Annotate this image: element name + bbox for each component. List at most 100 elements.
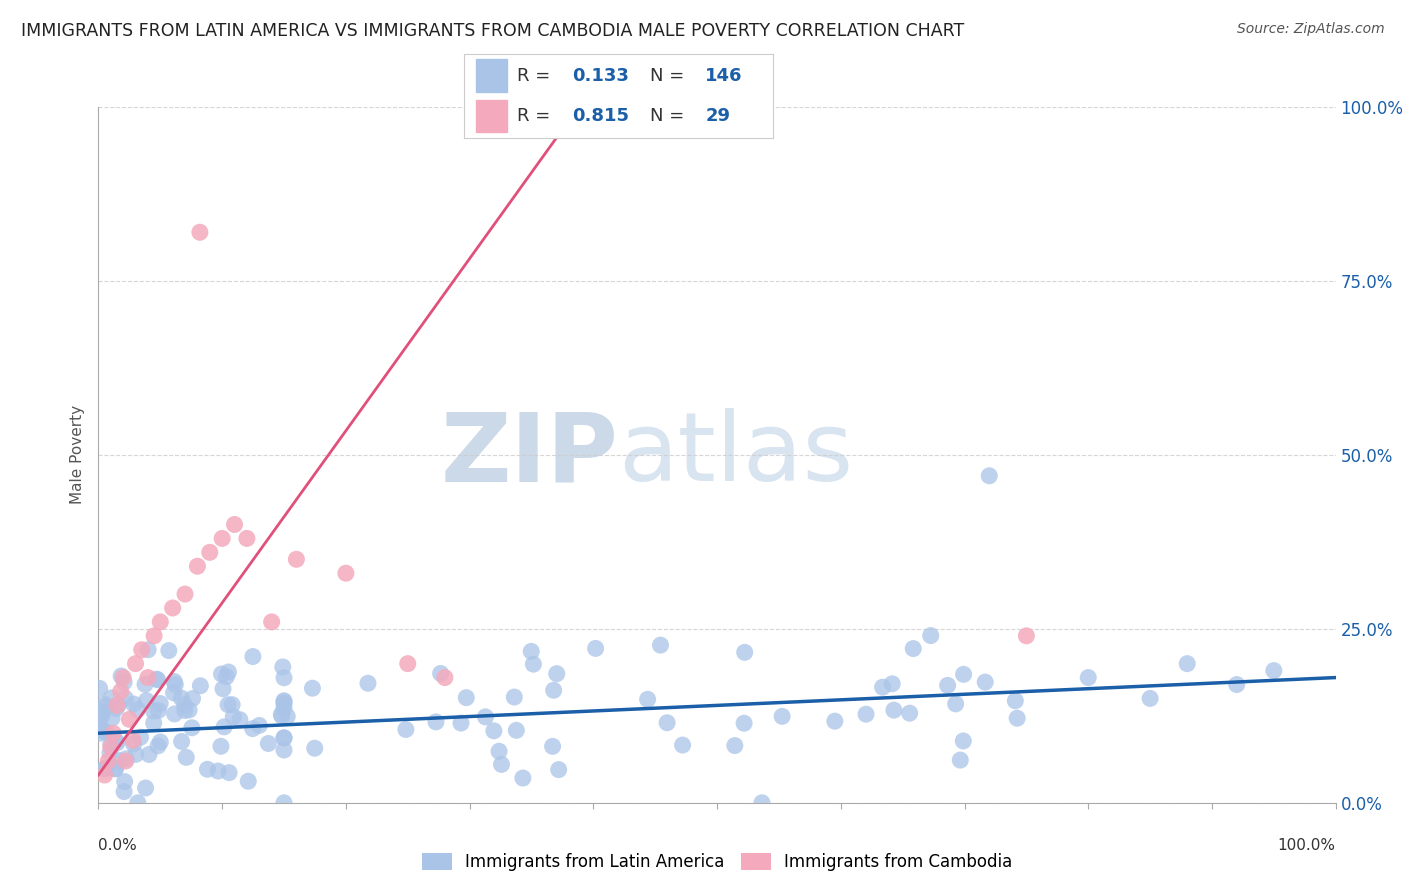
Point bbox=[217, 698, 239, 712]
Point bbox=[212, 681, 235, 696]
Point bbox=[488, 744, 510, 758]
Point bbox=[173, 698, 195, 712]
Point bbox=[124, 657, 146, 671]
Point bbox=[505, 723, 527, 738]
Text: atlas: atlas bbox=[619, 409, 853, 501]
Point bbox=[285, 552, 308, 566]
Text: Source: ZipAtlas.com: Source: ZipAtlas.com bbox=[1237, 22, 1385, 37]
Point bbox=[273, 731, 295, 745]
Point bbox=[163, 674, 186, 689]
Point bbox=[270, 709, 292, 723]
Point bbox=[482, 723, 505, 738]
Point bbox=[522, 657, 544, 672]
Point bbox=[114, 754, 136, 768]
Point bbox=[105, 698, 128, 713]
Point bbox=[149, 735, 172, 749]
Point bbox=[179, 703, 201, 717]
Point bbox=[89, 681, 111, 696]
Point bbox=[273, 694, 295, 708]
Point bbox=[110, 684, 132, 698]
Point bbox=[104, 762, 127, 776]
Point bbox=[751, 796, 773, 810]
Point bbox=[97, 754, 120, 768]
Point bbox=[98, 746, 121, 760]
Text: ZIP: ZIP bbox=[440, 409, 619, 501]
Point bbox=[118, 712, 141, 726]
Point bbox=[855, 707, 877, 722]
Point bbox=[146, 673, 169, 687]
Point bbox=[142, 716, 165, 731]
Point bbox=[1139, 691, 1161, 706]
Point bbox=[1005, 711, 1028, 725]
Point bbox=[105, 736, 128, 750]
Point bbox=[236, 532, 259, 546]
Point bbox=[170, 734, 193, 748]
Point bbox=[91, 705, 114, 719]
Point bbox=[211, 532, 233, 546]
Point bbox=[218, 765, 240, 780]
Point bbox=[108, 754, 131, 768]
Point bbox=[138, 747, 160, 762]
Point bbox=[89, 726, 111, 740]
Point bbox=[93, 762, 115, 776]
Point bbox=[257, 737, 280, 751]
Point bbox=[135, 780, 157, 795]
Point bbox=[949, 753, 972, 767]
Point bbox=[585, 641, 607, 656]
Point bbox=[920, 629, 942, 643]
Point bbox=[222, 709, 245, 723]
Point bbox=[127, 796, 149, 810]
Point bbox=[91, 708, 114, 723]
Point bbox=[143, 629, 166, 643]
Text: N =: N = bbox=[650, 107, 689, 125]
Point bbox=[450, 716, 472, 731]
Point bbox=[304, 741, 326, 756]
Point bbox=[165, 678, 187, 692]
Point bbox=[724, 739, 747, 753]
Point bbox=[134, 677, 156, 691]
Point bbox=[512, 771, 534, 785]
Point bbox=[1077, 671, 1099, 685]
Point bbox=[546, 666, 568, 681]
Point bbox=[491, 757, 513, 772]
Text: R =: R = bbox=[516, 107, 555, 125]
Point bbox=[209, 739, 232, 754]
Point bbox=[90, 706, 112, 721]
Point bbox=[135, 693, 157, 707]
Bar bbox=[477, 60, 508, 92]
Point bbox=[671, 738, 693, 752]
Point bbox=[101, 711, 124, 725]
Point bbox=[89, 718, 111, 732]
Point bbox=[503, 690, 526, 704]
Point bbox=[335, 566, 357, 581]
Legend: Immigrants from Latin America, Immigrants from Cambodia: Immigrants from Latin America, Immigrant… bbox=[415, 847, 1019, 878]
Point bbox=[824, 714, 846, 728]
Point bbox=[520, 644, 543, 658]
Point bbox=[122, 733, 145, 747]
Point bbox=[425, 714, 447, 729]
Point bbox=[945, 697, 967, 711]
Point bbox=[157, 643, 180, 657]
Point bbox=[145, 672, 167, 686]
Point bbox=[242, 649, 264, 664]
Point bbox=[190, 679, 212, 693]
Point bbox=[100, 740, 122, 755]
Point bbox=[974, 675, 997, 690]
Point bbox=[224, 517, 246, 532]
Point bbox=[357, 676, 380, 690]
Point bbox=[883, 703, 905, 717]
Point bbox=[94, 725, 117, 739]
Point bbox=[170, 691, 193, 706]
Point bbox=[114, 774, 136, 789]
Point bbox=[396, 657, 419, 671]
Point bbox=[149, 697, 172, 711]
Point bbox=[94, 699, 117, 714]
Point bbox=[260, 615, 283, 629]
Point bbox=[541, 739, 564, 754]
Point bbox=[952, 734, 974, 748]
Point bbox=[238, 774, 260, 789]
Point bbox=[186, 559, 208, 574]
Text: 0.133: 0.133 bbox=[572, 67, 628, 85]
Point bbox=[273, 796, 295, 810]
Point bbox=[129, 730, 152, 744]
